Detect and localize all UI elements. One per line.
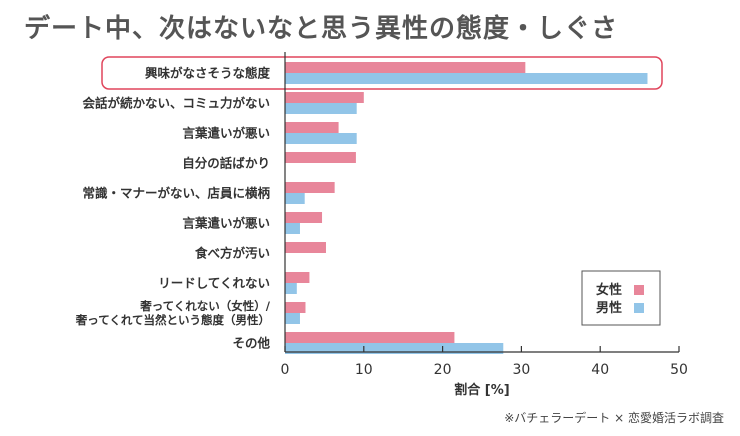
category-label: 食べ方が汚い xyxy=(194,246,270,261)
category-label-line: 常識・マナーがない、店員に横柄 xyxy=(82,186,270,201)
legend-label: 男性 xyxy=(596,300,622,316)
category-label-line: 食べ方が汚い xyxy=(194,246,270,261)
category-label-line: 興味がなさそうな態度 xyxy=(145,66,271,81)
bar-female-0 xyxy=(285,62,526,73)
chart-title: デート中、次はないなと思う異性の態度・しぐさ xyxy=(24,14,619,44)
category-label: リードしてくれない xyxy=(158,276,270,291)
bar-male-5 xyxy=(285,223,300,234)
category-label: 興味がなさそうな態度 xyxy=(145,66,271,81)
x-tick-label: 20 xyxy=(434,362,452,378)
category-label: 言葉遣いが悪い xyxy=(182,126,270,141)
bar-female-1 xyxy=(285,92,364,103)
x-tick-label: 0 xyxy=(281,362,290,378)
x-tick-label: 10 xyxy=(355,362,373,378)
bar-female-9 xyxy=(285,332,455,343)
category-label-line: 奢ってくれない（女性）/ xyxy=(139,299,271,313)
category-label-line: リードしてくれない xyxy=(158,276,270,291)
source-note: ※バチェラーデート × 恋愛婚活ラボ調査 xyxy=(504,411,724,425)
bar-male-0 xyxy=(285,73,648,84)
x-tick-label: 30 xyxy=(512,362,530,378)
legend-box xyxy=(581,270,661,326)
x-axis-label: 割合 [%] xyxy=(454,382,509,398)
category-label-line: その他 xyxy=(232,336,270,351)
legend-swatch xyxy=(634,303,644,313)
x-tick-label: 50 xyxy=(670,362,688,378)
category-label: 自分の話ばかり xyxy=(182,156,270,171)
bar-male-1 xyxy=(285,103,357,114)
bar-male-2 xyxy=(285,133,357,144)
legend-swatch xyxy=(634,285,644,295)
category-label-line: 言葉遣いが悪い xyxy=(182,216,270,231)
bar-male-7 xyxy=(285,283,297,294)
category-label-line: 自分の話ばかり xyxy=(182,156,270,171)
bar-female-4 xyxy=(285,182,335,193)
category-label: その他 xyxy=(232,336,270,351)
bar-female-5 xyxy=(285,212,323,223)
category-label: 奢ってくれない（女性）/奢ってくれて当然という態度（男性） xyxy=(75,299,271,327)
bar-female-2 xyxy=(285,122,339,133)
bar-male-8 xyxy=(285,313,300,324)
highlight-box xyxy=(101,56,663,90)
category-label-line: 会話が続かない、コミュ力がない xyxy=(82,96,270,111)
category-label: 言葉遣いが悪い xyxy=(182,216,270,231)
category-label-line: 言葉遣いが悪い xyxy=(182,126,270,141)
category-label-line: 奢ってくれて当然という態度（男性） xyxy=(75,313,270,327)
category-label: 常識・マナーがない、店員に横柄 xyxy=(82,186,270,201)
bar-male-9 xyxy=(285,343,504,354)
legend-label: 女性 xyxy=(596,282,622,298)
bar-female-3 xyxy=(285,152,356,163)
bar-female-8 xyxy=(285,302,306,313)
bar-female-7 xyxy=(285,272,310,283)
bar-female-6 xyxy=(285,242,326,253)
category-label: 会話が続かない、コミュ力がない xyxy=(82,96,270,111)
bar-male-4 xyxy=(285,193,305,204)
x-tick-label: 40 xyxy=(591,362,609,378)
